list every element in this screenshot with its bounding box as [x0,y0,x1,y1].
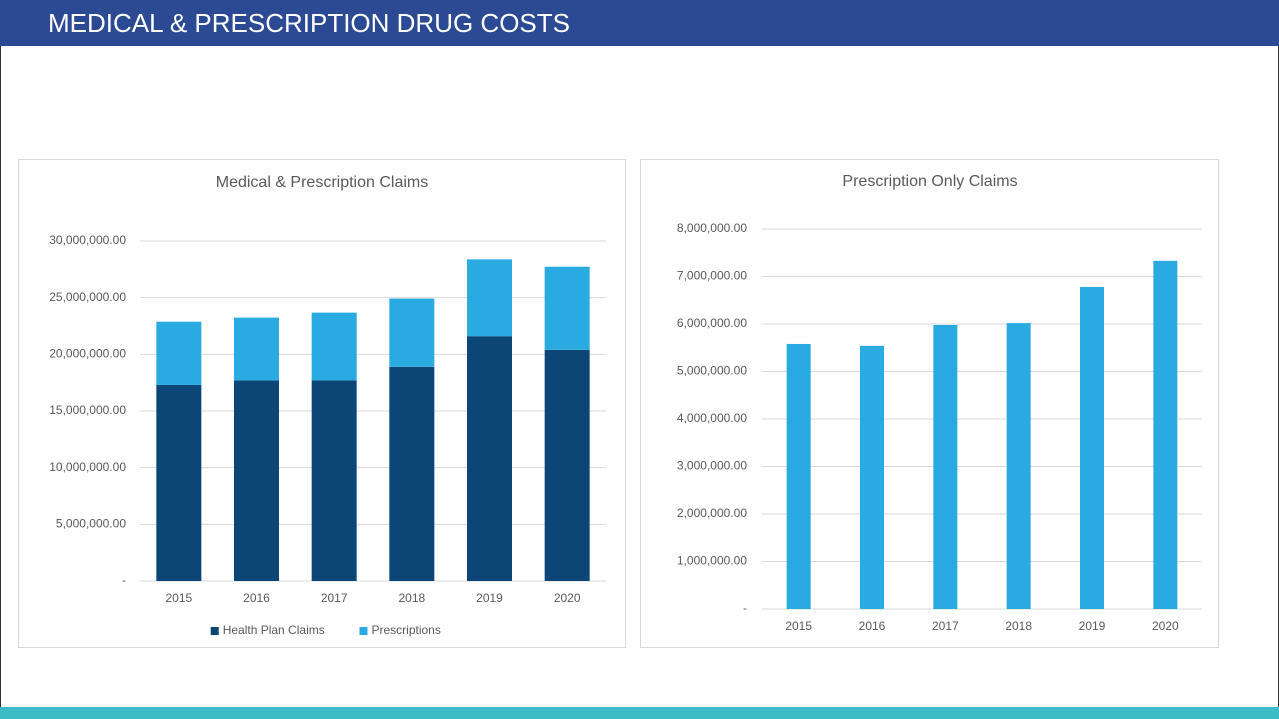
x-tick-label: 2017 [321,591,348,605]
y-tick-label: 2,000,000.00 [677,506,747,520]
x-tick-label: 2015 [785,619,812,633]
chart-panel [640,159,1219,648]
x-tick-label: 2019 [1079,619,1106,633]
x-tick-label: 2020 [1152,619,1179,633]
y-tick-label: 3,000,000.00 [677,459,747,473]
bar [1006,323,1031,609]
y-tick-label: 10,000,000.00 [49,460,126,474]
y-tick-label: 5,000,000.00 [677,364,747,378]
bar [933,324,958,609]
bar-segment [544,266,590,350]
y-tick-label: 8,000,000.00 [677,221,747,235]
y-tick-label: 6,000,000.00 [677,316,747,330]
bar-segment [311,380,357,581]
bar [1153,260,1178,609]
y-tick-label: 7,000,000.00 [677,269,747,283]
header-title: MEDICAL & PRESCRIPTION DRUG COSTS [48,8,570,38]
x-tick-label: 2019 [476,591,503,605]
x-tick-label: 2020 [554,591,581,605]
x-tick-label: 2015 [165,591,192,605]
bar-segment [467,259,512,337]
bar-segment [467,336,512,581]
chart-title: Medical & Prescription Claims [216,174,429,191]
legend-swatch [210,627,219,635]
bar-segment [311,312,357,381]
bar [860,345,884,609]
y-tick-label: 25,000,000.00 [49,290,126,304]
bar-segment [234,317,279,381]
y-tick-label: 4,000,000.00 [677,411,747,425]
bar-segment [389,298,435,367]
chart-title: Prescription Only Claims [842,173,1017,190]
y-tick-label: 30,000,000.00 [49,233,126,247]
bar-segment [156,384,202,581]
bar-segment [544,349,590,581]
y-tick-label: - [122,573,126,587]
x-tick-label: 2016 [243,591,270,605]
bar-segment [156,321,202,385]
legend-swatch [359,627,368,635]
header-bar [0,0,1279,46]
bar [786,343,811,609]
y-tick-label: 20,000,000.00 [49,347,126,361]
x-tick-label: 2018 [398,591,425,605]
x-tick-label: 2018 [1005,619,1032,633]
y-tick-label: - [743,601,747,615]
y-tick-label: 5,000,000.00 [56,517,126,531]
y-tick-label: 15,000,000.00 [49,403,126,417]
legend-label: Prescriptions [372,623,441,637]
bar [1080,286,1104,609]
footer-bar [0,707,1279,719]
bar-segment [389,366,435,581]
y-tick-label: 1,000,000.00 [677,554,747,568]
x-tick-label: 2017 [932,619,959,633]
x-tick-label: 2016 [859,619,886,633]
bar-segment [234,380,279,581]
legend-label: Health Plan Claims [223,623,325,637]
